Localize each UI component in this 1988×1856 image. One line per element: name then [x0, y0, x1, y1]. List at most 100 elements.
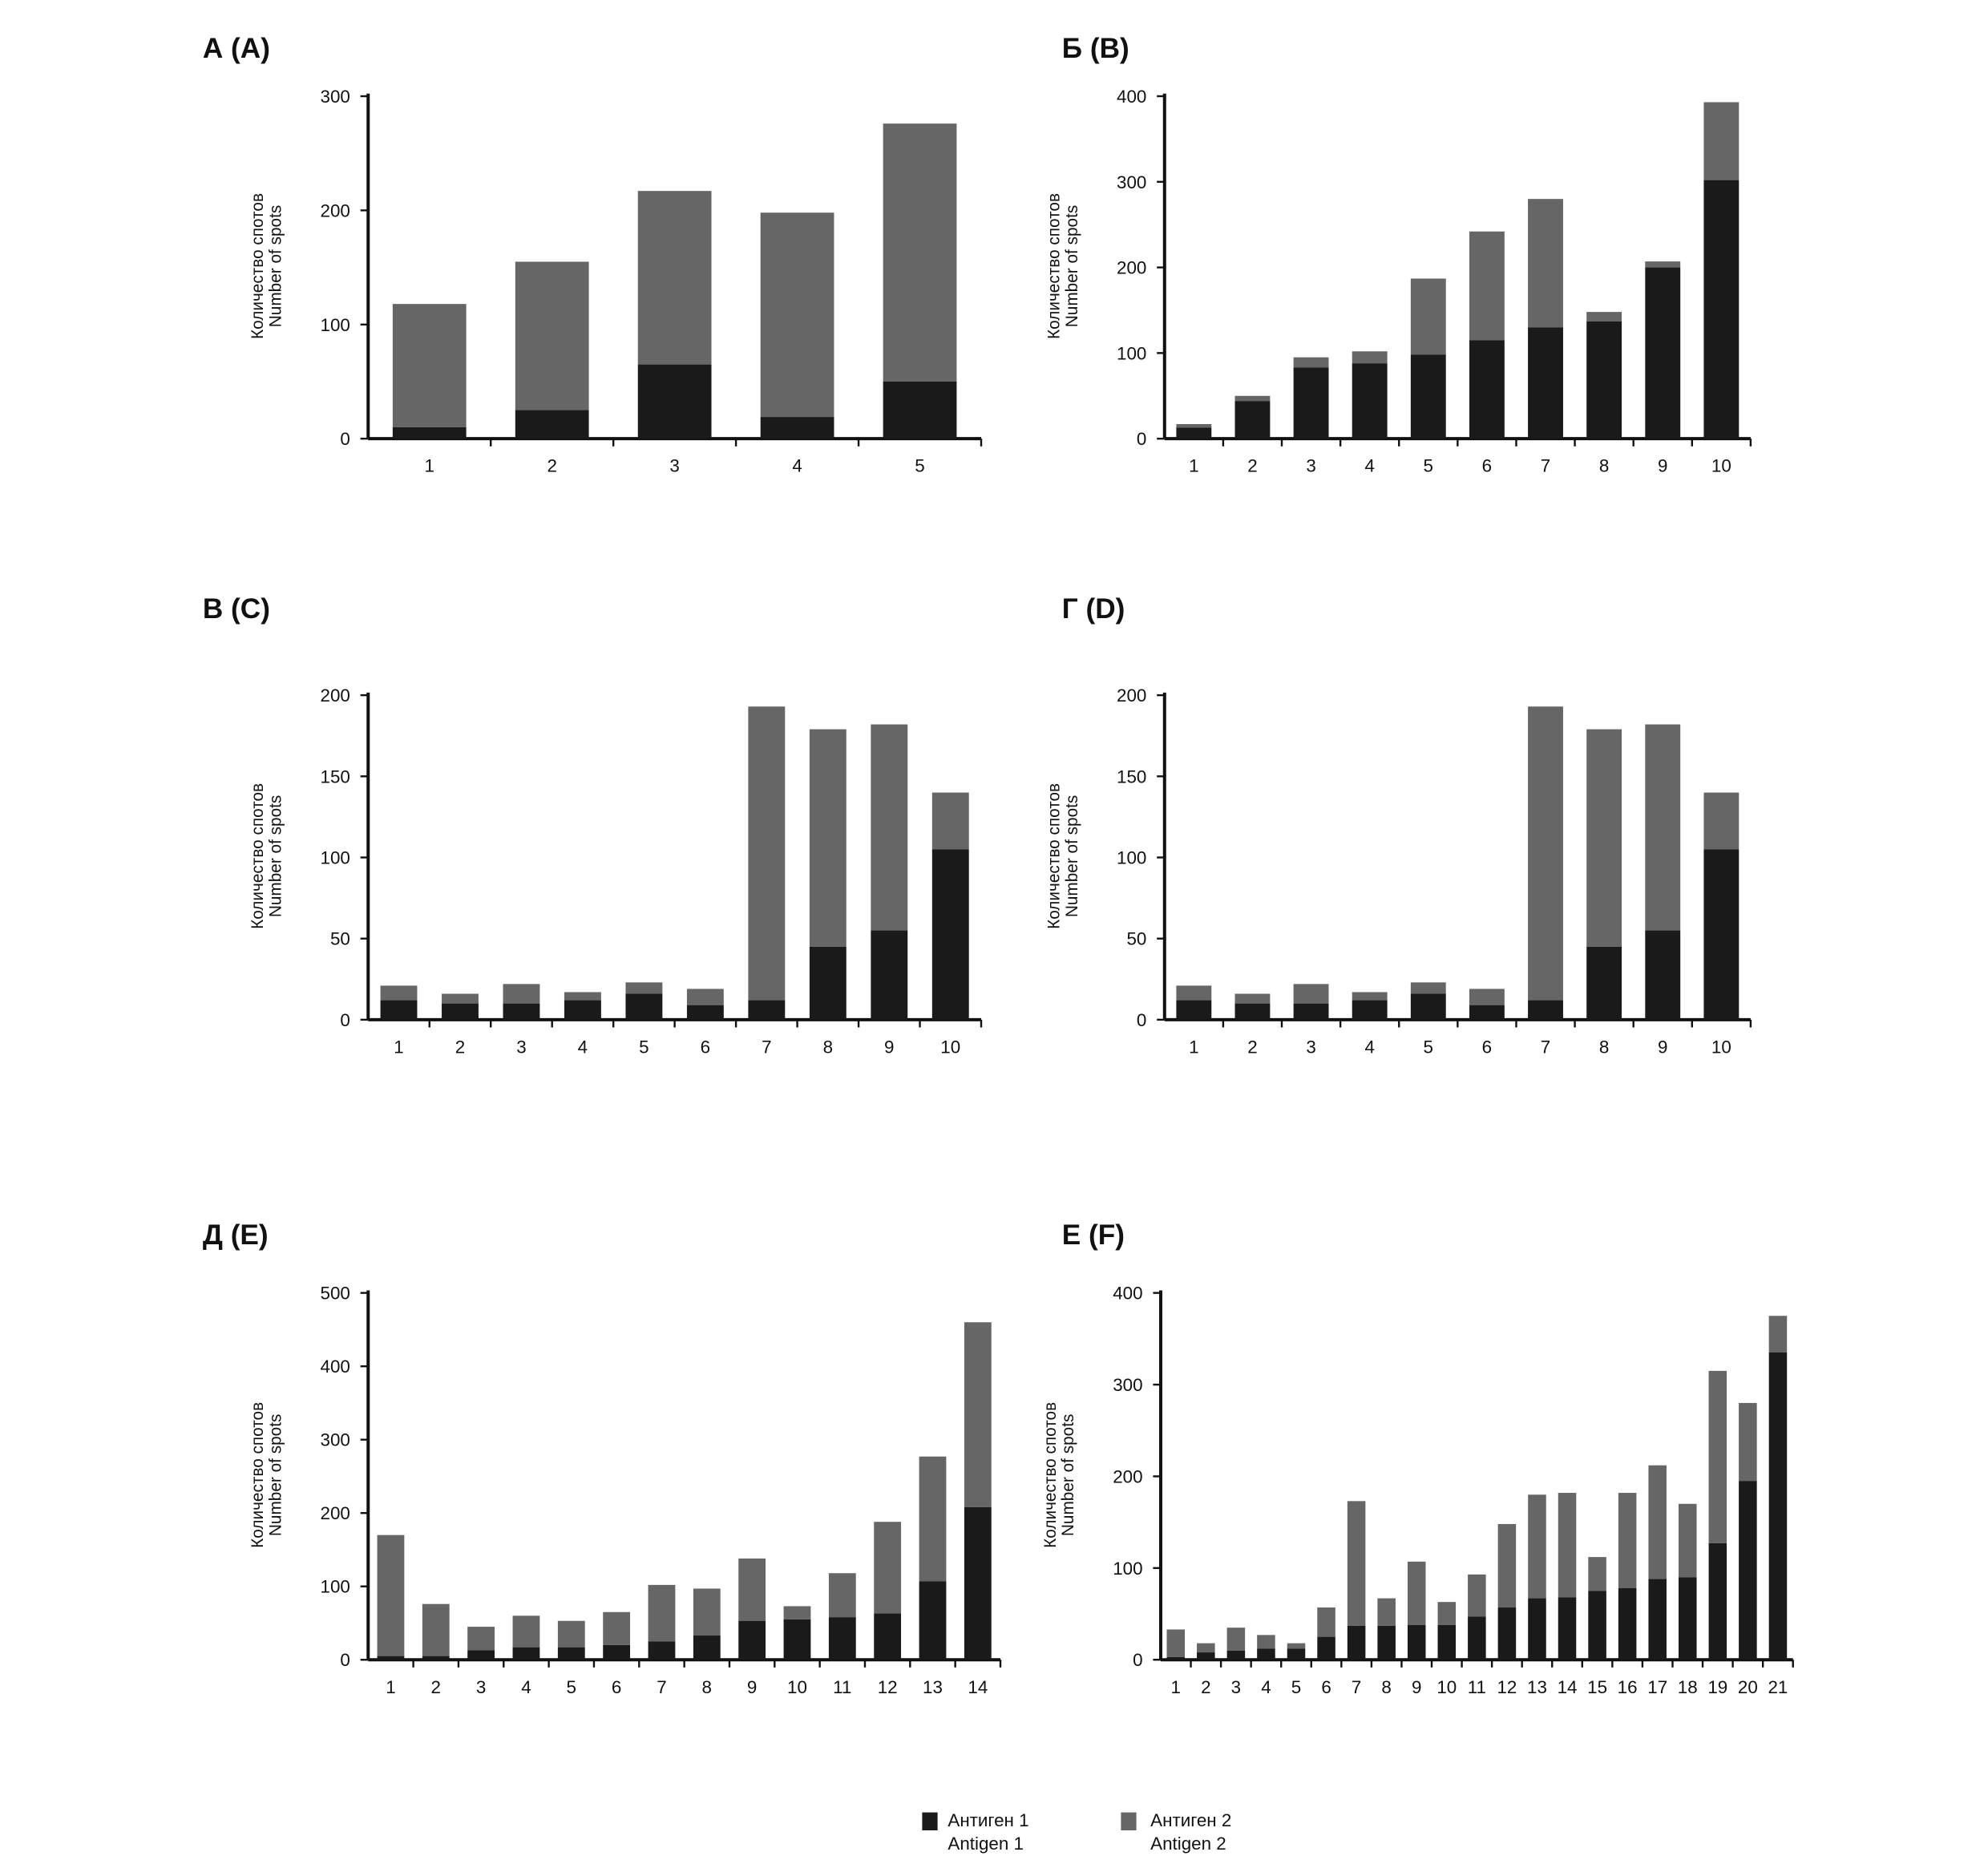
bar-antigen-2 [1293, 984, 1329, 1004]
bar-antigen-1 [693, 1636, 721, 1660]
x-tick-label: 17 [1647, 1677, 1667, 1697]
x-tick-label: 8 [1599, 456, 1609, 476]
x-tick-label: 5 [567, 1677, 576, 1697]
bar-antigen-1 [1586, 946, 1622, 1020]
chart-title: Д (E) [203, 1219, 269, 1251]
bar-antigen-1 [1588, 1591, 1606, 1660]
y-tick-label: 300 [1117, 172, 1146, 192]
bar-antigen-2 [1469, 231, 1505, 341]
bar-antigen-2 [1528, 1494, 1546, 1599]
x-tick-label: 6 [1482, 1037, 1492, 1057]
y-axis-label: Количество спотов [1041, 1402, 1060, 1548]
x-tick-label: 7 [1541, 1037, 1550, 1057]
y-axis-label: Number of spots [1059, 1414, 1077, 1536]
bar-antigen-1 [760, 417, 834, 439]
bar-antigen-2 [748, 706, 786, 1001]
x-tick-label: 4 [792, 456, 802, 476]
bar-antigen-2 [1645, 724, 1681, 931]
bar-antigen-2 [467, 1627, 495, 1651]
bar-antigen-2 [564, 992, 601, 1001]
y-axis-label: Количество спотов [248, 193, 267, 339]
y-axis-label: Number of spots [266, 205, 285, 327]
x-tick-label: 1 [1189, 1037, 1198, 1057]
bar-antigen-2 [648, 1584, 676, 1642]
bar-antigen-2 [1407, 1561, 1426, 1625]
bar-antigen-1 [1176, 1000, 1212, 1020]
bar-antigen-2 [1708, 1370, 1727, 1543]
bar-antigen-2 [964, 1322, 992, 1507]
bar-antigen-2 [637, 191, 712, 365]
bar-antigen-1 [1166, 1656, 1186, 1660]
bar-antigen-2 [603, 1611, 631, 1645]
bar-antigen-1 [874, 1613, 902, 1660]
x-tick-label: 8 [823, 1037, 833, 1057]
bar-antigen-2 [392, 304, 467, 427]
bar-antigen-1 [422, 1656, 450, 1660]
x-tick-label: 14 [1558, 1677, 1578, 1697]
x-tick-label: 11 [1468, 1677, 1486, 1697]
x-tick-label: 9 [1412, 1677, 1421, 1697]
x-tick-label: 2 [1247, 456, 1257, 476]
bar-antigen-1 [1528, 1598, 1546, 1660]
bar-antigen-1 [1352, 363, 1388, 439]
bar-antigen-2 [1618, 1493, 1637, 1588]
bar-antigen-1 [964, 1506, 992, 1660]
bar-antigen-2 [1347, 1501, 1366, 1626]
bar-antigen-2 [1410, 278, 1446, 355]
bar-antigen-2 [557, 1620, 585, 1648]
x-tick-label: 8 [702, 1677, 712, 1697]
bar-antigen-2 [1166, 1629, 1186, 1657]
chart-title: В (C) [203, 593, 270, 625]
x-tick-label: 8 [1381, 1677, 1391, 1697]
bar-antigen-2 [1234, 993, 1271, 1004]
x-tick-label: 5 [1424, 1037, 1433, 1057]
bar-antigen-2 [1645, 261, 1681, 268]
bar-antigen-2 [883, 123, 957, 382]
bar-antigen-1 [1317, 1636, 1335, 1660]
x-tick-label: 9 [884, 1037, 894, 1057]
x-tick-label: 3 [476, 1677, 486, 1697]
y-tick-label: 200 [321, 1503, 350, 1523]
bar-antigen-1 [1703, 849, 1740, 1020]
bar-antigen-1 [392, 427, 467, 439]
y-tick-label: 300 [321, 87, 350, 107]
x-tick-label: 4 [578, 1037, 588, 1057]
x-tick-label: 6 [701, 1037, 710, 1057]
y-axis-label: Number of spots [266, 1414, 285, 1536]
y-tick-label: 200 [321, 685, 350, 706]
x-tick-label: 9 [1658, 1037, 1667, 1057]
bar-antigen-2 [686, 989, 724, 1005]
y-tick-label: 400 [1117, 87, 1146, 107]
y-tick-label: 100 [321, 848, 350, 868]
bar-antigen-1 [1678, 1577, 1697, 1660]
bar-antigen-1 [809, 946, 847, 1020]
x-tick-label: 12 [1497, 1677, 1517, 1697]
bar-antigen-2 [931, 792, 969, 850]
bar-antigen-1 [442, 1003, 479, 1020]
x-tick-label: 2 [455, 1037, 465, 1057]
bar-antigen-2 [1317, 1607, 1335, 1637]
bar-antigen-2 [1768, 1316, 1788, 1353]
bar-antigen-2 [1528, 199, 1563, 328]
legend-label-en: Antigen 1 [948, 1834, 1024, 1854]
x-tick-label: 15 [1587, 1677, 1607, 1697]
bar-antigen-2 [1588, 1557, 1606, 1591]
bar-antigen-1 [1410, 354, 1446, 439]
x-tick-label: 5 [1424, 456, 1433, 476]
bar-antigen-2 [422, 1603, 450, 1656]
bar-antigen-1 [919, 1581, 947, 1660]
bar-antigen-1 [1287, 1648, 1306, 1660]
x-tick-label: 6 [1321, 1677, 1331, 1697]
bar-antigen-1 [1437, 1624, 1457, 1660]
bar-antigen-1 [1407, 1624, 1426, 1660]
bar-antigen-2 [515, 261, 589, 410]
y-tick-label: 0 [1137, 1010, 1146, 1030]
x-tick-label: 3 [1306, 456, 1315, 476]
bar-antigen-2 [738, 1558, 766, 1621]
bar-antigen-1 [1469, 340, 1505, 439]
bar-antigen-1 [515, 410, 589, 439]
bar-antigen-2 [828, 1573, 856, 1618]
x-tick-label: 10 [1711, 456, 1731, 476]
x-tick-label: 3 [516, 1037, 526, 1057]
y-tick-label: 150 [1117, 766, 1146, 786]
